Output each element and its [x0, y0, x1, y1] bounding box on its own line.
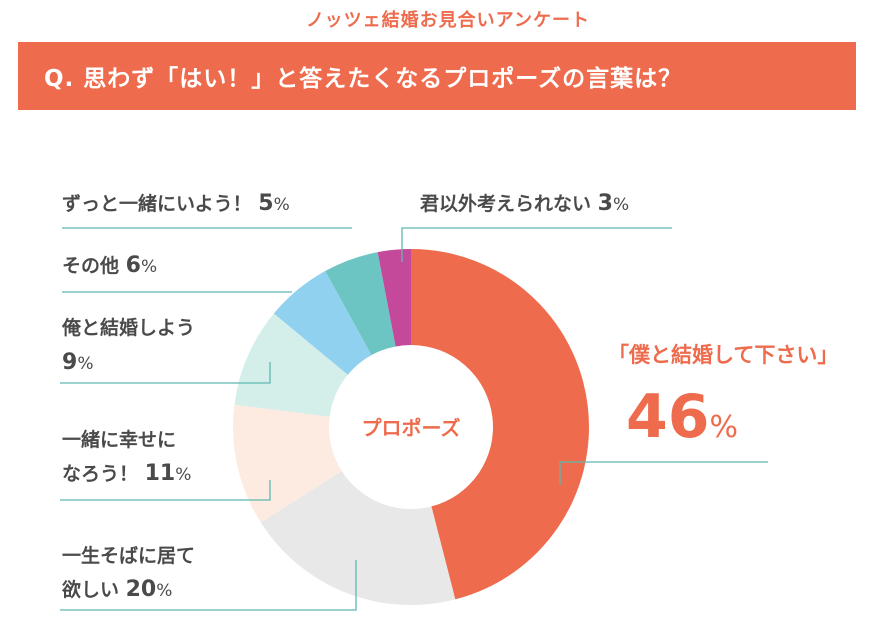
slice-1 [260, 470, 456, 605]
slice-3 [234, 313, 348, 417]
slice-5 [325, 252, 396, 356]
center-label: プロポーズ [362, 416, 461, 440]
leader-line-1 [60, 560, 357, 611]
question-text: Q. 思わず「はい！」と答えたくなるプロポーズの言葉は？ [44, 66, 683, 92]
slice-value-3: 9% [62, 350, 93, 375]
slice-label-1-line1: 一生そばに居て [62, 544, 195, 567]
slice-label-0: 「僕と結婚して下さい」 [608, 343, 838, 367]
slice-label-4: その他 6% [62, 253, 157, 278]
slice-label-1-line2: 欲しい 20% [61, 577, 172, 602]
slice-label-6: 君以外考えられない 3% [420, 191, 629, 216]
leader-line-6 [401, 227, 672, 262]
slice-4 [273, 271, 372, 375]
slice-label-2-line2: なろう！ 11% [62, 461, 191, 486]
slice-label-2-line1: 一緒に幸せに [62, 428, 176, 451]
survey-title: ノッツェ結婚お見合いアンケート [306, 10, 590, 31]
leader-line-3 [60, 362, 271, 384]
leader-line-0 [559, 461, 768, 485]
slice-label-5: ずっと一緒にいよう！ 5% [62, 191, 290, 216]
slice-label-3: 俺と結婚しよう [61, 316, 195, 339]
slice-value-0: 46% [626, 382, 738, 452]
slice-2 [232, 404, 342, 523]
slice-0 [411, 249, 589, 600]
question-banner: Q. 思わず「はい！」と答えたくなるプロポーズの言葉は？ [18, 42, 856, 110]
leader-line-2 [60, 480, 271, 501]
slice-6 [377, 249, 411, 347]
